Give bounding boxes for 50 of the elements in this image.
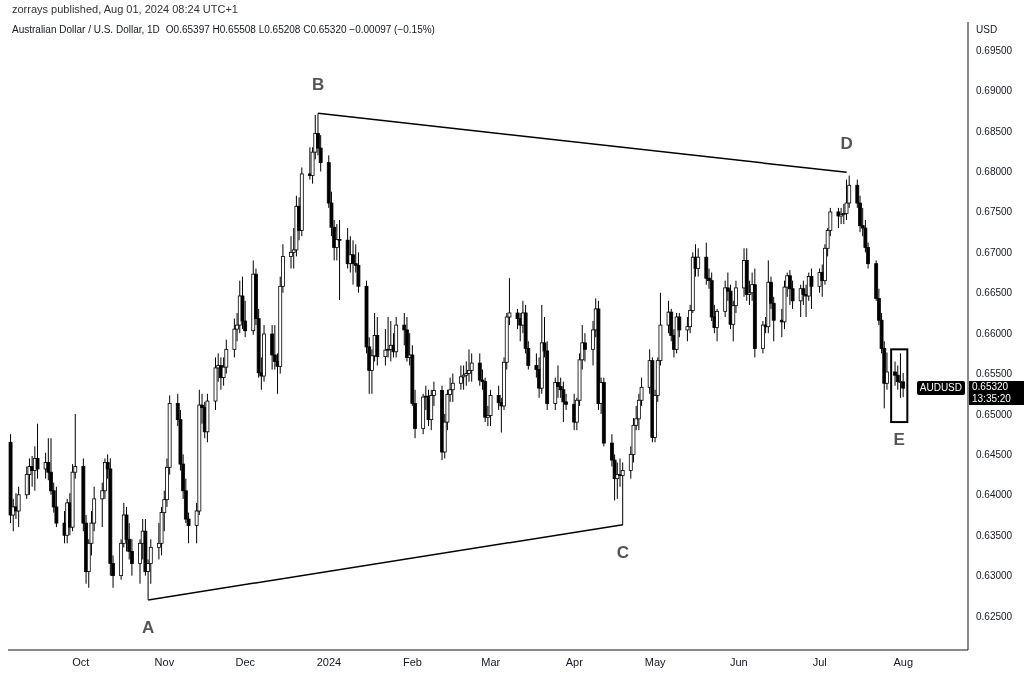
y-tick-label: 0.67000 — [976, 246, 1013, 258]
annotation: B — [310, 75, 326, 96]
candlestick — [467, 348, 471, 383]
x-tick-label: Jul — [812, 655, 827, 668]
annotation: AUDUSD — [916, 381, 965, 396]
candlestick — [345, 227, 350, 270]
candlestick — [809, 268, 814, 310]
annotation: C — [615, 542, 630, 563]
text: 13:35:20 — [972, 393, 1012, 406]
x-tick-label: Dec — [235, 655, 256, 668]
y-tick-label: 0.64500 — [976, 448, 1013, 460]
y-tick-label: 0.65000 — [976, 408, 1013, 420]
candlestick — [696, 247, 701, 278]
annotation: A — [141, 617, 156, 638]
y-tick-label: 0.63500 — [976, 529, 1013, 541]
candlestick — [893, 360, 897, 387]
chart-subtitle: O0.65397 H0.65508 L0.65208 C0.65320 −0.00097 (−0.15%) — [165, 24, 435, 35]
y-tick-label: 0.68000 — [976, 166, 1013, 178]
text: 0.65320 — [972, 381, 1010, 394]
y-tick-label: 0.67500 — [976, 206, 1013, 218]
y-tick-label: 0.63000 — [976, 570, 1013, 582]
x-tick-label: Jun — [729, 655, 748, 668]
candlestick — [35, 423, 40, 480]
x-tick-label: Mar — [481, 655, 501, 668]
text: zorrays published, Aug 01, 2024 08:24 UTC+1 — [12, 3, 238, 15]
y-tick-label: 0.69500 — [976, 44, 1013, 56]
annotation: D — [839, 134, 854, 155]
chart-title: Australian Dollar / U.S. Dollar, 1D — [12, 24, 160, 35]
x-tick-label: Aug — [893, 655, 914, 668]
annotation: E — [892, 430, 906, 451]
candlestick — [844, 179, 849, 221]
candlestick — [817, 268, 822, 294]
y-tick-label: 0.69000 — [976, 85, 1013, 97]
y-axis-title: USD — [976, 24, 998, 35]
y-tick-label: 0.64000 — [976, 489, 1013, 501]
candlestick — [477, 352, 482, 387]
x-tick-label: May — [644, 655, 667, 668]
y-tick-label: 0.68500 — [976, 125, 1013, 137]
candlestick — [561, 381, 566, 423]
y-tick-label: 0.66000 — [976, 327, 1013, 339]
x-tick-label: Nov — [154, 655, 175, 668]
x-tick-label: 2024 — [316, 655, 342, 668]
x-tick-label: Feb — [403, 655, 422, 668]
x-tick-label: Oct — [72, 655, 90, 668]
candlestick — [761, 320, 765, 354]
x-tick-label: Apr — [565, 655, 584, 668]
y-tick-label: 0.62500 — [976, 610, 1013, 622]
candlestick — [54, 486, 59, 528]
y-tick-label: 0.66500 — [976, 287, 1013, 299]
y-tick-label: 0.65500 — [976, 368, 1013, 380]
